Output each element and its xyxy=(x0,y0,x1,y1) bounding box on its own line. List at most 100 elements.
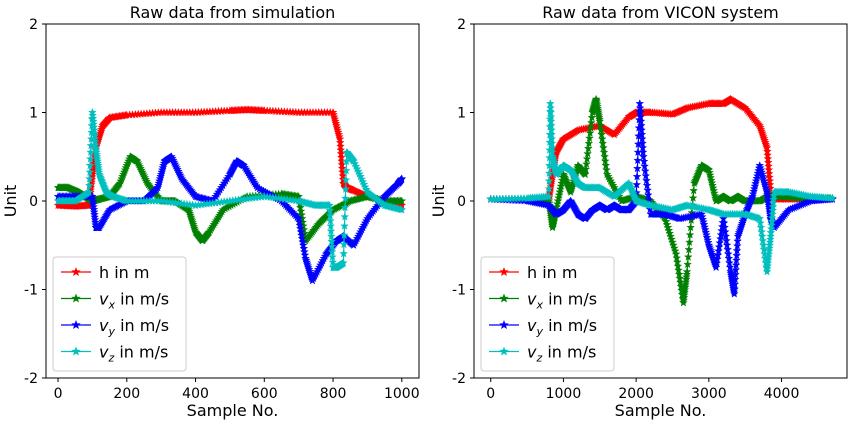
data-point xyxy=(555,187,565,196)
x-tick-label: 600 xyxy=(251,386,278,402)
data-point xyxy=(765,237,775,247)
x-tick-label: 1000 xyxy=(384,386,420,402)
data-point xyxy=(580,169,590,179)
legend-box xyxy=(52,256,187,372)
legend-box xyxy=(480,256,615,372)
data-point xyxy=(544,184,554,193)
data-point xyxy=(764,246,774,255)
data-point xyxy=(769,194,779,204)
data-point xyxy=(587,113,597,122)
data-point xyxy=(768,202,778,211)
data-point xyxy=(583,149,593,158)
chart-panel-vicon: 0 1000 2000 3000 4000 -2 -1 0 1 2 Raw data from VI… xyxy=(429,3,848,420)
data-point xyxy=(679,290,689,299)
legend-label: h in m xyxy=(527,263,577,282)
data-point xyxy=(341,166,351,175)
legend-label: vz in m/s xyxy=(527,343,596,365)
x-tick-label: 800 xyxy=(320,386,347,402)
data-point xyxy=(85,161,95,170)
data-point xyxy=(763,261,772,270)
data-point xyxy=(681,280,690,289)
data-point xyxy=(765,240,775,249)
plot-area xyxy=(486,94,837,307)
data-point xyxy=(584,138,594,148)
legend-label: vx in m/s xyxy=(527,290,597,312)
y-tick-label: -2 xyxy=(24,371,38,387)
legend-label: vx in m/s xyxy=(99,290,169,312)
data-point xyxy=(684,245,694,254)
data-point xyxy=(632,180,642,189)
data-point xyxy=(339,249,349,258)
data-point xyxy=(644,195,654,204)
y-tick-label: 2 xyxy=(29,17,38,33)
x-tick-label: 0 xyxy=(54,386,63,402)
data-point xyxy=(84,180,94,190)
y-tick-label: 1 xyxy=(457,106,466,122)
y-tick-label: 0 xyxy=(29,194,38,210)
y-tick-label: 0 xyxy=(457,194,466,210)
data-point xyxy=(768,209,777,218)
legend: h in m vx in m/s vy in m/s vz in m/s xyxy=(52,256,187,372)
data-point xyxy=(679,298,688,307)
y-tick-label: -1 xyxy=(452,283,466,299)
data-point xyxy=(339,258,348,267)
chart-title: Raw data from VICON system xyxy=(542,3,779,22)
data-point xyxy=(340,212,350,221)
data-point xyxy=(766,224,776,233)
data-point xyxy=(768,206,778,215)
data-point xyxy=(767,220,776,230)
data-point xyxy=(643,185,653,195)
data-point xyxy=(682,269,692,279)
data-point xyxy=(680,285,690,294)
data-point xyxy=(586,123,596,132)
data-point xyxy=(586,118,596,127)
data-point xyxy=(641,171,651,180)
data-point xyxy=(766,231,776,241)
data-point xyxy=(341,193,350,203)
x-tick-label: 2000 xyxy=(618,386,654,402)
y-axis-label: Unit xyxy=(429,185,448,218)
data-point xyxy=(633,155,643,165)
data-point xyxy=(642,176,651,185)
data-point xyxy=(765,243,774,252)
series-0 xyxy=(486,94,837,203)
data-point xyxy=(680,282,690,291)
x-axis-label: Sample No. xyxy=(615,401,707,420)
series-line xyxy=(490,103,833,272)
data-point xyxy=(397,205,407,214)
data-point xyxy=(340,221,349,230)
data-point xyxy=(686,222,696,232)
x-tick-label: 200 xyxy=(113,386,140,402)
data-point xyxy=(341,184,351,193)
data-point xyxy=(554,193,563,202)
plot-area xyxy=(53,105,407,285)
data-point xyxy=(639,156,649,166)
legend-marker xyxy=(71,266,81,277)
data-point xyxy=(84,187,94,196)
data-point xyxy=(764,252,773,261)
data-point xyxy=(682,272,691,281)
data-point xyxy=(544,168,554,178)
legend-marker xyxy=(499,346,509,356)
data-point xyxy=(553,199,562,208)
data-point xyxy=(643,190,653,199)
data-point xyxy=(640,161,649,171)
data-point xyxy=(639,152,648,161)
data-point xyxy=(632,172,642,181)
data-point xyxy=(683,252,693,261)
series-3 xyxy=(53,107,407,272)
data-point xyxy=(680,287,689,297)
legend-label: vz in m/s xyxy=(99,343,168,365)
y-tick-label: -1 xyxy=(24,283,38,299)
legend-marker xyxy=(499,266,509,277)
chart-title: Raw data from simulation xyxy=(130,3,336,22)
data-point xyxy=(763,255,773,264)
data-point xyxy=(681,274,691,284)
data-point xyxy=(340,203,350,212)
x-axis-label: Sample No. xyxy=(187,401,279,420)
data-point xyxy=(689,186,699,195)
data-point xyxy=(544,191,554,201)
series-3 xyxy=(486,99,837,276)
y-tick-label: 2 xyxy=(457,17,466,33)
